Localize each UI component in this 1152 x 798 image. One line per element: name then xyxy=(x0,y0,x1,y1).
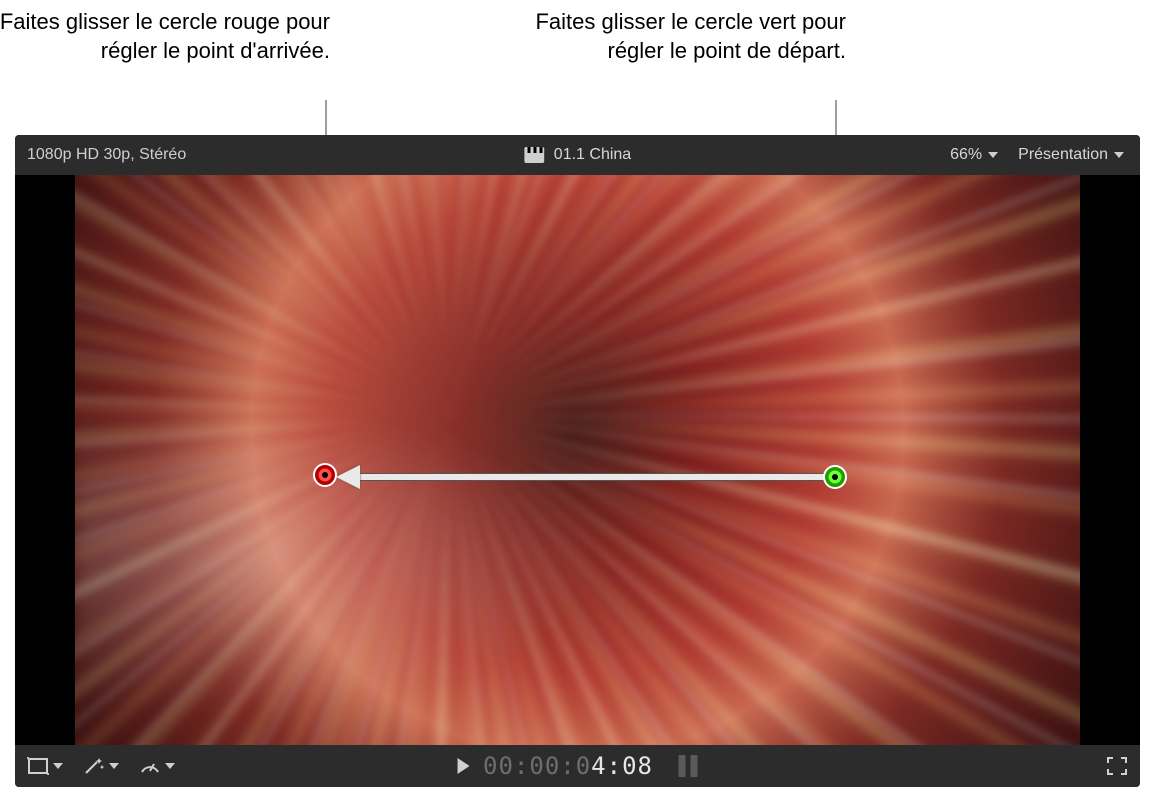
magic-wand-icon xyxy=(83,756,105,776)
timecode-dim: 00:00:0 xyxy=(483,752,591,780)
timecode-lit: 4:08 xyxy=(591,752,653,780)
transform-tool-dropdown[interactable] xyxy=(27,757,63,775)
zoom-value: 66% xyxy=(950,146,982,164)
motion-arrow xyxy=(340,467,825,487)
chevron-down-icon xyxy=(988,152,998,158)
chevron-down-icon xyxy=(165,763,175,769)
chevron-down-icon xyxy=(1114,152,1124,158)
chevron-down-icon xyxy=(109,763,119,769)
expand-icon xyxy=(1106,756,1128,776)
end-point-handle[interactable] xyxy=(313,463,337,487)
video-frame xyxy=(75,175,1080,745)
viewer-topbar: 1080p HD 30p, Stéréo 01.1 China 66% Prés… xyxy=(15,135,1140,175)
viewer-bottombar: 00:00:04:08 xyxy=(15,745,1140,787)
speedometer-icon xyxy=(139,756,161,776)
zoom-dropdown[interactable]: 66% xyxy=(950,146,998,164)
view-dropdown[interactable]: Présentation xyxy=(1018,146,1124,164)
viewer-window: 1080p HD 30p, Stéréo 01.1 China 66% Prés… xyxy=(15,135,1140,787)
timecode-display[interactable]: 00:00:04:08 xyxy=(457,752,698,780)
arrow-head-icon xyxy=(336,465,360,489)
chevron-down-icon xyxy=(53,763,63,769)
enhance-tool-dropdown[interactable] xyxy=(83,756,119,776)
fullscreen-button[interactable] xyxy=(1106,756,1128,776)
view-label: Présentation xyxy=(1018,146,1108,164)
annotation-green: Faites glisser le cercle vert pour régle… xyxy=(506,8,846,65)
retime-tool-dropdown[interactable] xyxy=(139,756,175,776)
pause-icon xyxy=(679,755,698,777)
viewer-canvas[interactable] xyxy=(15,175,1140,745)
clapperboard-icon xyxy=(524,147,544,163)
clip-name: 01.1 China xyxy=(554,146,631,164)
crop-icon xyxy=(27,757,49,775)
annotation-red: Faites glisser le cercle rouge pour régl… xyxy=(0,8,330,65)
clip-title-area[interactable]: 01.1 China xyxy=(524,146,631,164)
format-label: 1080p HD 30p, Stéréo xyxy=(15,146,186,164)
frame-vignette xyxy=(75,175,1080,745)
play-icon xyxy=(457,758,469,774)
arrow-shaft xyxy=(358,473,825,481)
start-point-handle[interactable] xyxy=(823,465,847,489)
